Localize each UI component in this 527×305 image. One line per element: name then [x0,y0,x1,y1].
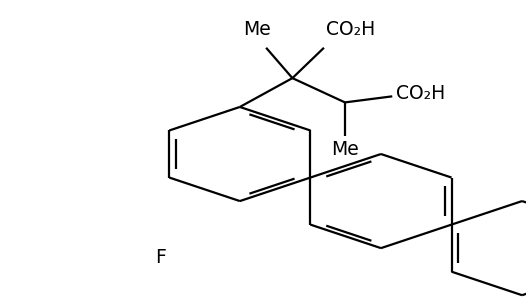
Text: Me: Me [331,140,359,159]
Text: CO₂H: CO₂H [396,84,445,103]
Text: Me: Me [243,20,270,39]
Text: CO₂H: CO₂H [326,20,375,39]
Text: F: F [155,248,167,267]
